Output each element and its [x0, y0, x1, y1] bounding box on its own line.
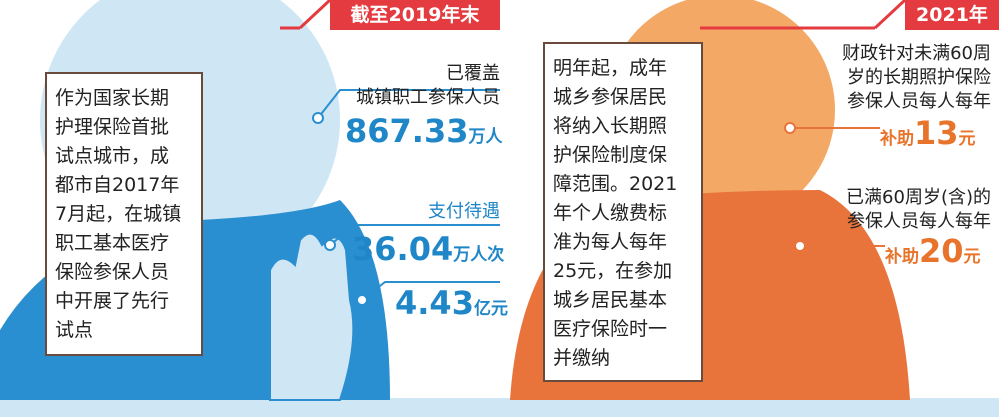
text-line: 岁的长期照护保险 [847, 67, 991, 88]
text-line: 中开展了先行 [55, 290, 170, 312]
text-line: 准为每人每年 [553, 231, 668, 253]
text-line: 明年起，成年 [553, 57, 668, 79]
text-line: 护保险制度保 [553, 144, 668, 166]
text-line: 参保人员每人每年 [847, 91, 991, 112]
label-block: 已满60周岁(含)的 参保人员每人每年 [846, 186, 991, 234]
text-line: 保险参保人员 [55, 261, 170, 283]
stat: 补助13元 [880, 114, 976, 152]
unit: 万人 [468, 127, 503, 147]
unit: 亿元 [473, 299, 508, 319]
text-box: 作为国家长期 护理保险首批 试点城市，成 都市自2017年 7月起，在城镇 职工基本医疗保… [45, 72, 203, 356]
text-line: 试点城市，成 [55, 145, 170, 167]
text-line: 将纳入长期照 [553, 115, 668, 137]
text-line: 城乡参保居民 [553, 86, 668, 108]
text-line: 年个人缴费标 [553, 202, 668, 224]
number: 20 [919, 232, 964, 270]
text-line: 试点 [55, 319, 94, 341]
label: 支付待遇 [428, 201, 500, 222]
prefix: 补助 [885, 247, 919, 267]
badge: 截至2019年末 [330, 0, 500, 30]
label-block: 财政针对未满60周 岁的长期照护保险 参保人员每人每年 [842, 42, 991, 114]
text-line: 并缴纳 [553, 347, 611, 369]
number: 36.04 [352, 230, 454, 268]
stat: 补助20元 [885, 232, 981, 270]
unit: 万人次 [453, 245, 505, 265]
text-line: 参保人员每人每年 [847, 211, 991, 232]
label: 城镇职工参保人员 [356, 87, 500, 108]
label-block: 已覆盖 城镇职工参保人员 [356, 62, 500, 110]
unit: 元 [963, 247, 981, 267]
stat: 4.43亿元 [395, 284, 508, 322]
text-line: 医疗保险时一 [553, 318, 668, 340]
text-line: 职工基本医疗 [55, 232, 170, 254]
number: 13 [914, 114, 959, 152]
text-line: 护理保险首批 [55, 116, 170, 138]
badge: 2021年 [905, 0, 999, 30]
label: 已覆盖 [446, 63, 500, 84]
text-line: 25元，在参加 [553, 260, 673, 282]
text-line: 已满60周岁(含)的 [846, 187, 991, 208]
text-box: 明年起，成年 城乡参保居民 将纳入长期照 护保险制度保 障范围。2021 年个人缴费标 准为… [543, 42, 703, 382]
text-line: 都市自2017年 [55, 174, 180, 196]
text-line: 作为国家长期 [55, 87, 170, 109]
number: 867.33 [345, 112, 469, 150]
prefix: 补助 [880, 129, 914, 149]
number: 4.43 [395, 284, 474, 322]
stat: 36.04万人次 [352, 230, 504, 268]
text-line: 7月起，在城镇 [55, 203, 182, 225]
text-line: 城乡居民基本 [553, 289, 668, 311]
text-line: 障范围。2021 [553, 173, 678, 195]
text-line: 财政针对未满60周 [842, 43, 991, 64]
unit: 元 [958, 129, 976, 149]
stat: 867.33万人 [345, 112, 502, 150]
